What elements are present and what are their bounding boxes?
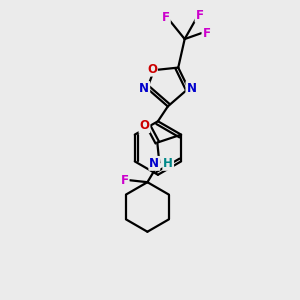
Text: N: N xyxy=(139,82,149,95)
Text: F: F xyxy=(196,9,203,22)
Text: O: O xyxy=(140,119,149,132)
Text: N: N xyxy=(186,82,197,95)
Text: N: N xyxy=(149,157,159,170)
Text: O: O xyxy=(147,63,157,76)
Text: F: F xyxy=(121,174,129,187)
Text: F: F xyxy=(162,11,170,24)
Text: F: F xyxy=(202,27,211,40)
Text: H: H xyxy=(163,157,173,170)
